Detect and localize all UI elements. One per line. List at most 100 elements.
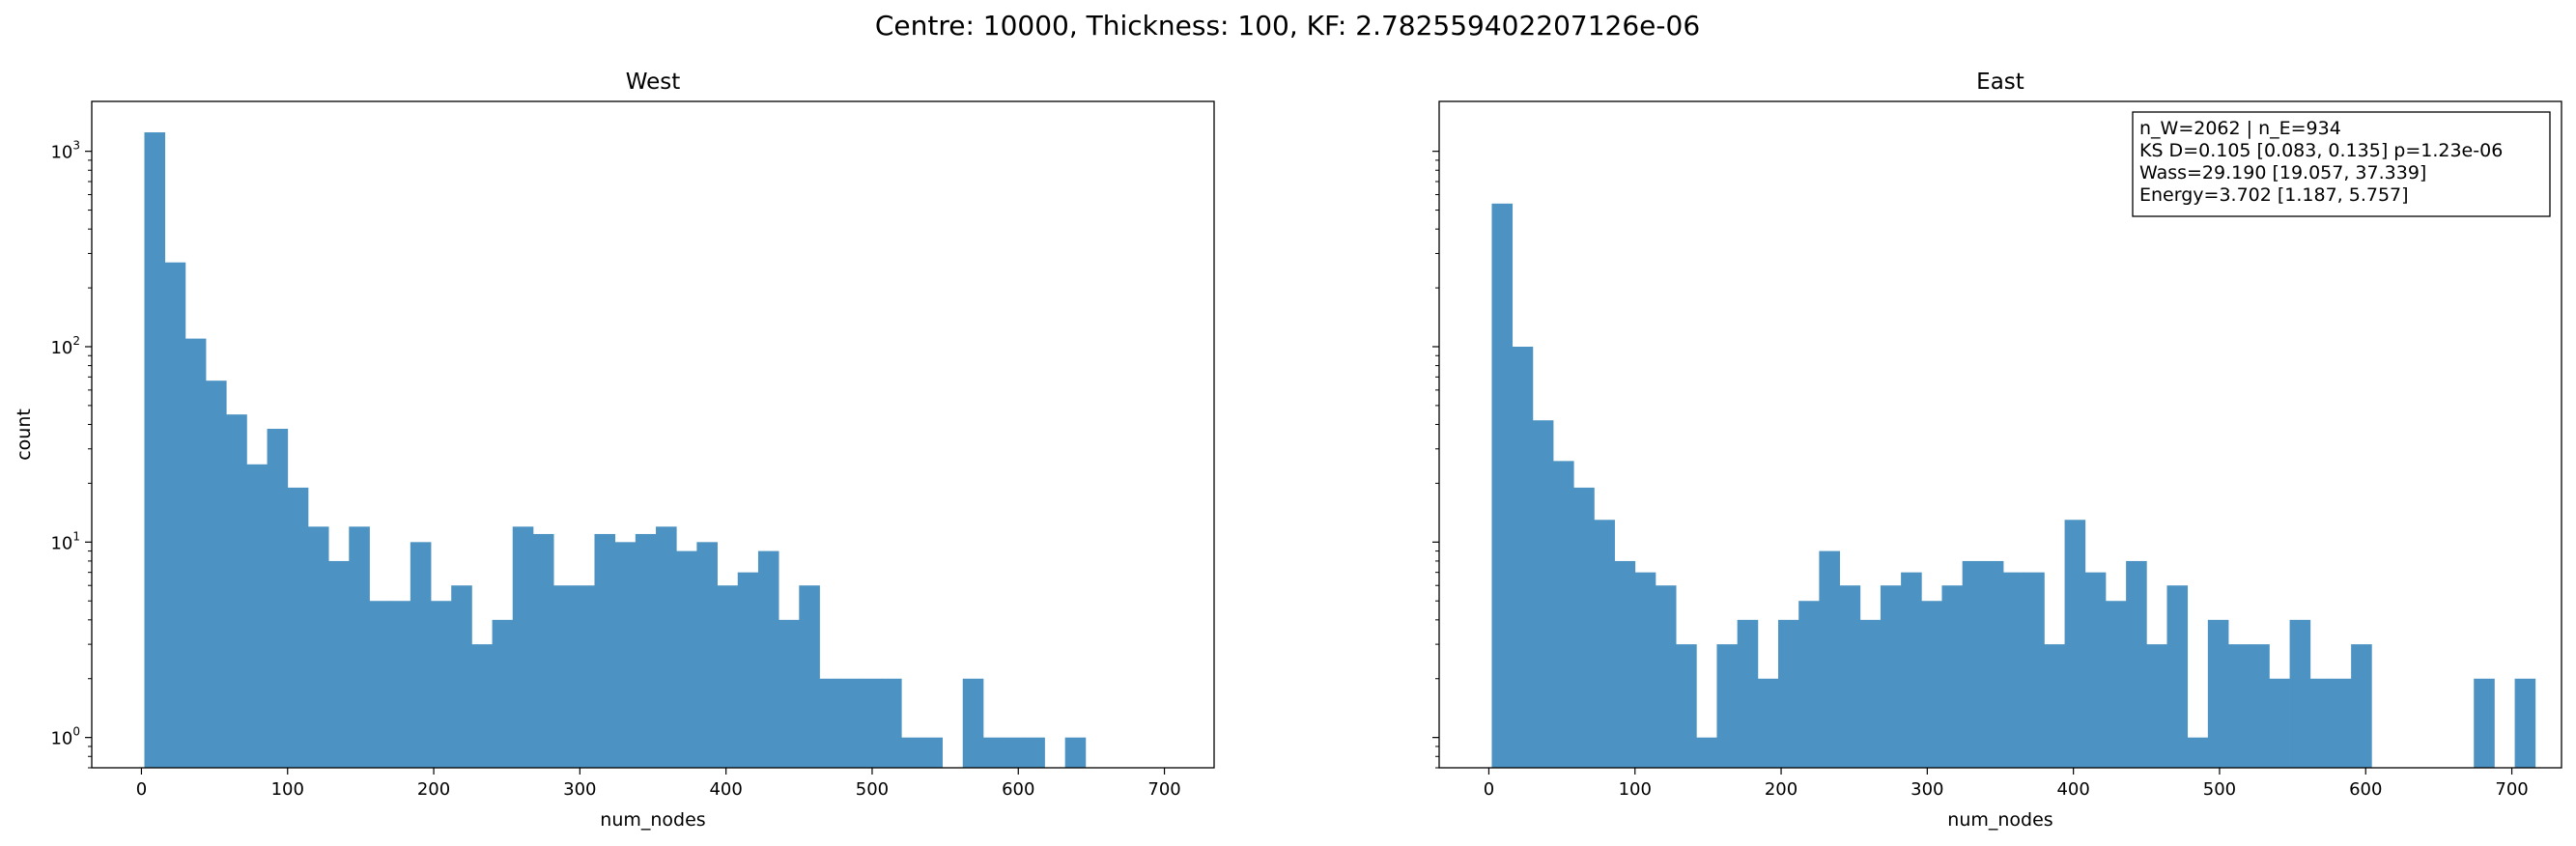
east-bar xyxy=(1491,203,1514,769)
stats-box: n_W=2062 | n_E=934 KS D=0.105 [0.083, 0.… xyxy=(2132,111,2551,217)
y-tick-label: 101 xyxy=(50,529,80,553)
west-bar xyxy=(144,132,166,769)
east-x-ticks: 0 100 200 300 400 500 600 700 xyxy=(1484,768,2529,800)
east-x-tick-label: 100 xyxy=(1619,779,1652,800)
west-x-tick-label: 200 xyxy=(417,779,450,800)
east-bar xyxy=(2330,678,2352,768)
west-bar xyxy=(389,601,411,768)
east-bar xyxy=(1696,737,1717,768)
west-bar xyxy=(656,526,677,768)
west-bar xyxy=(1064,737,1087,768)
east-bar xyxy=(2044,644,2065,768)
y-tick-label: 102 xyxy=(50,334,80,358)
east-bar xyxy=(2187,737,2209,768)
west-x-ticks: 0 100 200 300 400 500 600 700 xyxy=(136,768,1181,800)
west-bar xyxy=(164,262,186,769)
y-tick-label: 100 xyxy=(50,725,80,749)
east-bar xyxy=(1839,585,1861,768)
east-bar xyxy=(2474,678,2495,768)
west-bar xyxy=(328,560,350,768)
east-bar xyxy=(1573,487,1595,768)
west-bar xyxy=(553,585,575,768)
west-bar xyxy=(267,429,289,768)
east-bar xyxy=(2064,520,2086,768)
east-bar xyxy=(1798,601,1820,768)
west-axes-frame xyxy=(91,100,1215,769)
east-bar xyxy=(2249,644,2270,768)
west-bar xyxy=(287,487,309,768)
east-bar xyxy=(1553,461,1574,768)
east-bar xyxy=(2024,572,2045,768)
east-bar xyxy=(1655,585,1677,768)
west-bar xyxy=(757,550,779,768)
west-bar xyxy=(676,550,697,768)
east-bar xyxy=(1962,560,1984,768)
y-axis-label: count xyxy=(14,409,35,461)
east-bar xyxy=(1737,619,1759,768)
east-bar xyxy=(2289,619,2311,768)
west-bar xyxy=(1004,737,1025,768)
west-bar xyxy=(696,542,718,768)
east-x-tick-label: 400 xyxy=(2056,779,2089,800)
west-bar xyxy=(307,526,329,768)
east-bar xyxy=(2146,644,2167,768)
east-bar xyxy=(2126,560,2147,768)
east-bar xyxy=(1757,678,1779,768)
east-bar xyxy=(2105,601,2127,768)
west-bar xyxy=(901,737,922,768)
east-bar xyxy=(1921,601,1942,768)
west-bar xyxy=(962,678,984,768)
west-x-tick-label: 700 xyxy=(1147,779,1180,800)
west-x-axis-label: num_nodes xyxy=(600,809,705,831)
east-bar xyxy=(1634,572,1656,768)
east-bar xyxy=(1532,420,1554,768)
west-bar xyxy=(206,381,227,768)
west-bar xyxy=(451,585,472,768)
east-bar xyxy=(1941,585,1964,768)
east-x-tick-label: 700 xyxy=(2495,779,2528,800)
east-bar xyxy=(2351,644,2372,768)
west-bar xyxy=(532,533,554,768)
west-bar xyxy=(492,619,514,768)
west-bar xyxy=(574,585,595,768)
east-bars xyxy=(1491,203,2536,769)
east-bar xyxy=(1512,346,1534,768)
east-bar xyxy=(2514,678,2536,768)
east-x-tick-label: 200 xyxy=(1765,779,1798,800)
east-axes-frame xyxy=(1438,100,2562,769)
west-bar xyxy=(410,542,432,768)
east-bar xyxy=(1614,560,1636,768)
east-bar xyxy=(2003,572,2024,768)
west-bar xyxy=(1024,737,1045,768)
west-bar xyxy=(512,526,534,768)
east-bar xyxy=(2309,678,2332,768)
stats-line-energy: Energy=3.702 [1.187, 5.757] xyxy=(2139,184,2409,206)
stats-line-counts: n_W=2062 | n_E=934 xyxy=(2139,118,2341,139)
west-x-tick-label: 400 xyxy=(709,779,742,800)
west-bar xyxy=(614,542,637,768)
west-bar xyxy=(860,678,882,768)
west-panel: West 0 100 200 300 400 500 600 700 100 101 102 103… xyxy=(14,70,1215,831)
west-bar xyxy=(982,737,1005,768)
east-bar xyxy=(1676,644,1697,768)
east-panel: East 0 100 200 300 400 500 600 700 num_nodes n_… xyxy=(1432,70,2562,831)
east-bar xyxy=(1982,560,2004,768)
stats-line-ks: KS D=0.105 [0.083, 0.135] p=1.23e-06 xyxy=(2139,140,2503,161)
west-bar xyxy=(369,601,391,768)
west-bar xyxy=(778,619,800,768)
west-x-tick-label: 0 xyxy=(136,779,147,800)
west-x-tick-label: 500 xyxy=(856,779,889,800)
east-y-ticks xyxy=(1432,151,1439,769)
east-x-tick-label: 300 xyxy=(1911,779,1943,800)
west-bar xyxy=(839,678,862,768)
west-y-ticks: 100 101 102 103 xyxy=(50,139,92,769)
east-bar xyxy=(1859,619,1882,768)
west-bar xyxy=(246,464,268,768)
stats-line-wass: Wass=29.190 [19.057, 37.339] xyxy=(2139,162,2426,183)
west-bar xyxy=(819,678,841,768)
east-bar xyxy=(2228,644,2250,768)
y-tick-label: 103 xyxy=(50,139,80,163)
figure-title: Centre: 10000, Thickness: 100, KF: 2.782… xyxy=(875,10,1700,42)
east-bar xyxy=(2207,619,2229,768)
